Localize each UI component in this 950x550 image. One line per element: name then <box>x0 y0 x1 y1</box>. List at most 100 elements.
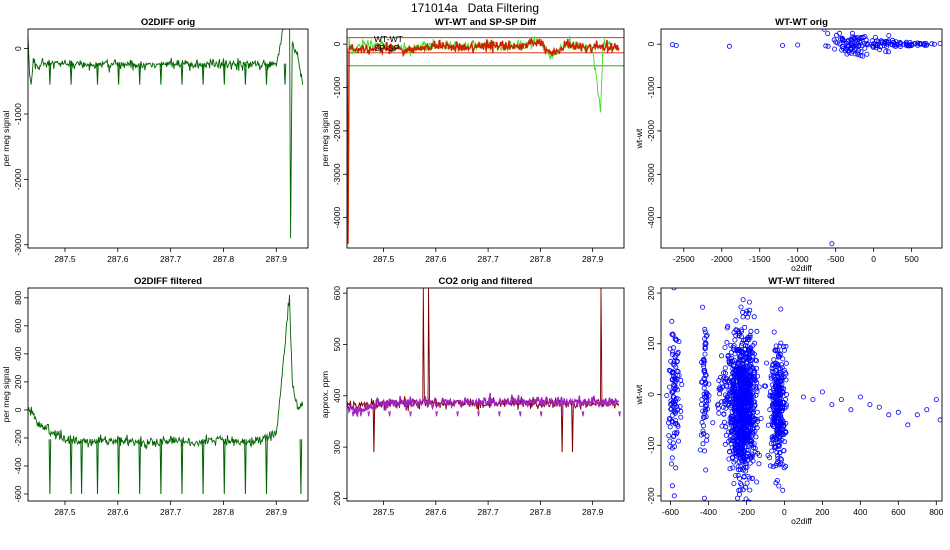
x-tick-label: 287.6 <box>425 507 447 517</box>
data-point <box>931 41 937 47</box>
data-point <box>736 419 742 425</box>
data-point <box>706 381 712 387</box>
data-point <box>748 421 754 427</box>
x-tick-label: 287.8 <box>213 254 235 264</box>
data-point <box>673 418 679 424</box>
data-point <box>771 440 777 446</box>
data-point <box>741 366 747 372</box>
data-point <box>837 30 843 36</box>
dip-mark <box>159 63 163 85</box>
data-point <box>746 396 752 402</box>
x-tick-label: 287.8 <box>213 507 235 517</box>
dip-mark <box>359 411 363 417</box>
data-point <box>740 467 746 473</box>
data-point <box>733 332 739 338</box>
panel-title: CO2 orig and filtered <box>439 276 533 287</box>
data-point <box>735 495 741 501</box>
x-tick-label: 287.7 <box>160 254 182 264</box>
plot-frame <box>27 287 309 502</box>
data-point <box>886 38 892 44</box>
data-point <box>672 421 678 427</box>
data-point <box>739 482 745 488</box>
data-point <box>898 40 904 46</box>
data-point <box>795 42 801 48</box>
data-point <box>777 352 783 358</box>
data-point <box>758 415 764 421</box>
data-point <box>923 41 929 47</box>
data-point <box>664 392 670 398</box>
data-point <box>937 417 942 423</box>
data-point <box>742 444 748 450</box>
data-point <box>722 370 728 376</box>
dip-mark <box>372 403 376 453</box>
x-tick-label: 500 <box>905 254 919 264</box>
data-point <box>772 347 778 353</box>
data-point <box>748 408 754 414</box>
y-tick-label: 200 <box>13 375 23 389</box>
data-point <box>733 396 739 402</box>
data-point <box>747 400 753 406</box>
dip-mark <box>48 439 52 495</box>
data-point <box>725 323 731 329</box>
data-point <box>743 453 749 459</box>
data-point <box>743 496 749 501</box>
panel-title: WT-WT filtered <box>768 276 835 287</box>
data-point <box>741 500 746 501</box>
data-point <box>843 40 849 46</box>
data-point <box>702 414 708 420</box>
data-point <box>741 433 747 439</box>
data-point <box>905 422 911 428</box>
panel-title: O2DIFF filtered <box>134 276 202 287</box>
data-point <box>676 372 682 378</box>
dip-mark <box>435 411 438 417</box>
data-point <box>743 484 749 490</box>
data-point <box>749 390 755 396</box>
data-point <box>829 241 835 247</box>
dip-mark <box>117 63 120 85</box>
data-point <box>672 354 678 360</box>
data-point <box>738 400 744 406</box>
data-point <box>700 423 706 429</box>
data-point <box>781 399 787 405</box>
dip-mark <box>159 439 163 495</box>
data-point <box>754 358 760 364</box>
data-point <box>733 414 739 420</box>
data-point <box>679 382 685 388</box>
dip-mark <box>138 439 141 495</box>
data-point <box>722 441 728 447</box>
data-point <box>777 420 783 426</box>
data-point <box>764 360 770 366</box>
data-point <box>737 410 743 416</box>
dip-mark <box>244 63 247 85</box>
data-point <box>886 412 892 418</box>
data-point <box>839 44 845 50</box>
x-tick-label: 287.8 <box>530 507 552 517</box>
data-point <box>726 438 732 444</box>
data-point <box>745 433 751 439</box>
data-point <box>730 370 736 376</box>
data-point <box>769 434 775 440</box>
data-point <box>726 355 732 361</box>
data-point <box>744 480 750 486</box>
data-point <box>699 379 705 385</box>
data-point <box>772 403 778 409</box>
data-point <box>721 398 727 404</box>
data-point <box>727 404 733 410</box>
data-point <box>890 40 896 46</box>
data-point <box>776 483 782 489</box>
dip-mark <box>96 63 99 85</box>
data-point <box>730 388 736 394</box>
data-point <box>754 328 760 334</box>
dip-mark <box>69 63 73 85</box>
data-point <box>745 499 751 501</box>
data-point <box>735 367 741 373</box>
data-point <box>825 43 831 49</box>
data-point <box>719 399 725 405</box>
data-point <box>724 339 730 345</box>
data-point <box>670 369 676 375</box>
data-point <box>752 428 758 434</box>
y-tick-label: -400 <box>13 457 23 474</box>
x-tick-label: 287.5 <box>54 507 76 517</box>
data-point <box>774 363 780 369</box>
data-point <box>738 394 744 400</box>
